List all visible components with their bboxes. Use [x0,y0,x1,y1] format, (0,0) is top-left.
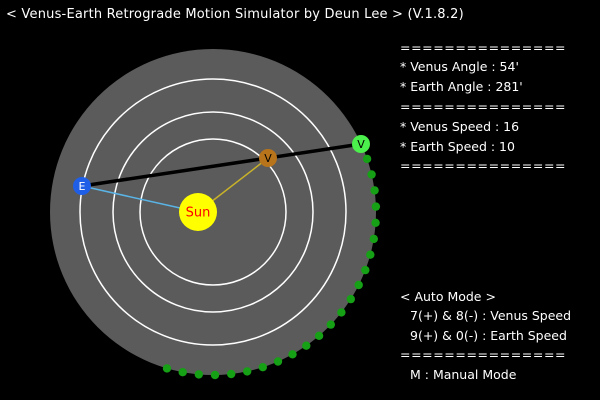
manual-mode-hint: M : Manual Mode [410,367,517,382]
trail-dot [361,265,370,275]
trail-dot [243,367,252,376]
venus-speed-readout: * Venus Speed : 16 [400,119,520,134]
sun-body [179,193,217,231]
venus-projection-label: V [357,138,365,151]
trail-dot [288,350,297,359]
earth-speed-keys-hint: 9(+) & 0(-) : Earth Speed [410,328,567,343]
venus-projection-marker [352,135,370,153]
trail-dot [314,331,324,340]
sun-label: Sun [186,206,211,221]
status-separator: =============== [400,40,567,55]
trail-dot [178,368,187,377]
trail-dot [370,186,379,195]
earth-label: E [79,180,86,193]
trail-dot [371,218,380,227]
earth-sun-link [81,185,199,213]
venus-label: V [264,152,272,165]
projection-trail [162,154,381,380]
trail-dot [162,364,172,373]
status-separator: =============== [400,99,567,114]
trail-dot [210,370,220,380]
trail-dot [337,308,346,317]
trail-dot [346,294,355,304]
earth-speed-readout: * Earth Speed : 10 [400,139,515,154]
trail-dot [354,280,363,290]
auto-mode-heading: < Auto Mode > [400,289,496,304]
trail-dot [369,234,378,244]
trail-dot [371,202,381,211]
trail-dot [258,363,267,372]
trail-dot [367,170,376,179]
venus-orbit-ring [112,111,314,313]
earth-angle-readout: * Earth Angle : 281' [400,79,523,94]
trail-dot [362,154,372,164]
status-separator: =============== [400,158,567,173]
venus[interactable]: V [259,149,277,167]
venus-projection: V [352,135,370,153]
trail-dot [366,250,375,259]
mode-separator: =============== [400,347,567,362]
earth-venus-sight-line [81,142,362,188]
trail-dot [227,369,236,379]
trail-dot [194,370,203,379]
venus-speed-keys-hint: 7(+) & 8(-) : Venus Speed [410,308,572,323]
trail-dot [273,357,283,366]
earth-planet[interactable] [73,177,91,195]
venus-angle-readout: * Venus Angle : 54' [400,59,519,74]
venus-planet[interactable] [259,149,277,167]
sun: Sun [179,193,217,231]
trail-dot [326,320,335,329]
earth-orbit-ring [79,78,347,346]
earth[interactable]: E [73,177,91,195]
window-title: < Venus-Earth Retrograde Motion Simulato… [6,7,464,22]
inner-orbit-ring [139,138,287,286]
trail-dot [302,341,311,350]
